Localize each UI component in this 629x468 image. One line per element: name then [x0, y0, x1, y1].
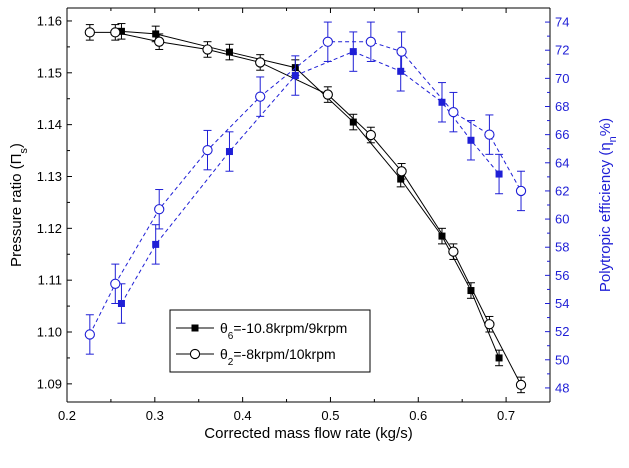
- data-point-square: [495, 170, 503, 178]
- x-tick-label: 0.2: [58, 408, 76, 423]
- data-point-circle: [189, 348, 201, 360]
- legend-label-sub: 6: [228, 331, 234, 342]
- y-right-tick-label: 64: [555, 155, 569, 170]
- data-point-circle: [515, 185, 527, 197]
- data-point-circle: [322, 36, 333, 47]
- x-tick-label: 0.5: [321, 408, 339, 423]
- data-point-square: [438, 98, 446, 106]
- data-point-square: [291, 72, 299, 80]
- legend-label-prefix: θ: [220, 320, 228, 336]
- x-tick-label: 0.4: [234, 408, 252, 423]
- legend-label: θ2=-8krpm/10krpm: [220, 346, 336, 368]
- x-tick-label: 0.6: [409, 408, 427, 423]
- data-point-square: [349, 118, 357, 126]
- data-point-square: [117, 27, 125, 35]
- series-layer: [84, 21, 527, 394]
- data-point-square: [495, 354, 503, 362]
- y-left-tick-label: 1.14: [37, 117, 62, 132]
- series-line: [89, 41, 522, 335]
- y-right-tick-label: 62: [555, 183, 569, 198]
- data-point-circle: [484, 129, 495, 140]
- data-point-circle: [84, 27, 95, 38]
- data-point-circle: [322, 89, 333, 100]
- data-point-circle: [255, 57, 266, 68]
- y-left-tick-label: 1.15: [37, 65, 62, 80]
- series-right-2: [117, 31, 504, 324]
- y-left-tick-label: 1.11: [38, 273, 62, 288]
- y-right-tick-label: 60: [555, 212, 569, 227]
- data-point-square: [117, 300, 125, 307]
- axes-layer: 0.2 0.3 0.4 0.5 0.6 0.7 1.09 1.10 1.11 1.12 1.13 1.…: [8, 7, 619, 442]
- y-right-tick-label: 50: [555, 352, 569, 367]
- y-left-tick-label: 1.09: [37, 376, 62, 391]
- data-point-square: [467, 136, 475, 144]
- data-point-square: [191, 324, 199, 332]
- data-point-circle: [448, 106, 459, 118]
- data-point-circle: [154, 204, 165, 215]
- data-point-square: [349, 48, 357, 56]
- y-right-tick-label: 48: [555, 380, 569, 395]
- data-point-square: [438, 232, 446, 240]
- y-left-axis-title-prefix: Pressure ratio (Π: [8, 154, 25, 267]
- y-right-tick-label: 70: [555, 71, 569, 86]
- data-point-circle: [84, 329, 95, 340]
- series-line: [121, 30, 500, 359]
- legend-label-sub: 2: [228, 357, 234, 368]
- y-right-tick-label: 74: [555, 15, 569, 30]
- data-point-circle: [484, 319, 495, 330]
- y-right-tick-label: 52: [555, 324, 569, 339]
- series-right-3: [84, 21, 527, 355]
- data-point-square: [225, 48, 233, 56]
- legend-label-suffix: =-10.8krpm/9krpm: [233, 320, 347, 336]
- data-point-square: [225, 148, 233, 156]
- data-point-circle: [365, 36, 377, 47]
- y-left-axis-title-sub: s: [18, 148, 30, 154]
- x-axis-title: Corrected mass flow rate (kg/s): [204, 425, 412, 442]
- x-tick-label: 0.7: [497, 408, 515, 423]
- y-left-axis-title-suffix: ): [8, 143, 25, 148]
- data-point-circle: [396, 46, 407, 57]
- y-right-axis-title-suffix: %): [597, 118, 614, 136]
- data-point-circle: [202, 144, 213, 156]
- legend-label-suffix: =-8krpm/10krpm: [233, 346, 335, 362]
- data-point-circle: [202, 44, 213, 55]
- data-point-circle: [448, 246, 459, 257]
- y-right-axis-title: Polytropic efficiency (ηn%): [597, 118, 619, 292]
- y-right-tick-label: 54: [555, 296, 569, 311]
- y-right-axis-title-prefix: Polytropic efficiency (η: [597, 142, 614, 292]
- y-right-tick-label: 72: [555, 43, 569, 58]
- y-left-tick-label: 1.10: [37, 325, 62, 340]
- data-point-circle: [515, 379, 527, 391]
- y-left-tick-label: 1.16: [37, 13, 62, 28]
- y-right-tick-label: 66: [555, 127, 569, 142]
- x-tick-label: 0.3: [146, 408, 164, 423]
- legend-label: θ6=-10.8krpm/9krpm: [220, 320, 347, 342]
- series-left-1: [84, 24, 527, 394]
- data-point-circle: [255, 91, 266, 102]
- data-point-circle: [154, 36, 165, 47]
- y-right-tick-label: 58: [555, 240, 569, 255]
- y-left-axis-title: Pressure ratio (Πs): [8, 143, 30, 267]
- y-right-axis-title-sub: n: [607, 136, 619, 142]
- y-right-tick-label: 56: [555, 268, 569, 283]
- y-left-tick-label: 1.13: [37, 169, 62, 184]
- legend-label-prefix: θ: [220, 346, 228, 362]
- legend-box: [169, 309, 371, 373]
- y-right-tick-label: 68: [555, 99, 569, 114]
- data-point-circle: [396, 166, 407, 177]
- data-point-circle: [110, 278, 121, 289]
- data-point-circle: [110, 27, 121, 38]
- data-point-square: [152, 240, 160, 248]
- data-point-circle: [365, 129, 377, 141]
- data-point-square: [467, 287, 475, 295]
- y-left-tick-label: 1.12: [37, 221, 62, 236]
